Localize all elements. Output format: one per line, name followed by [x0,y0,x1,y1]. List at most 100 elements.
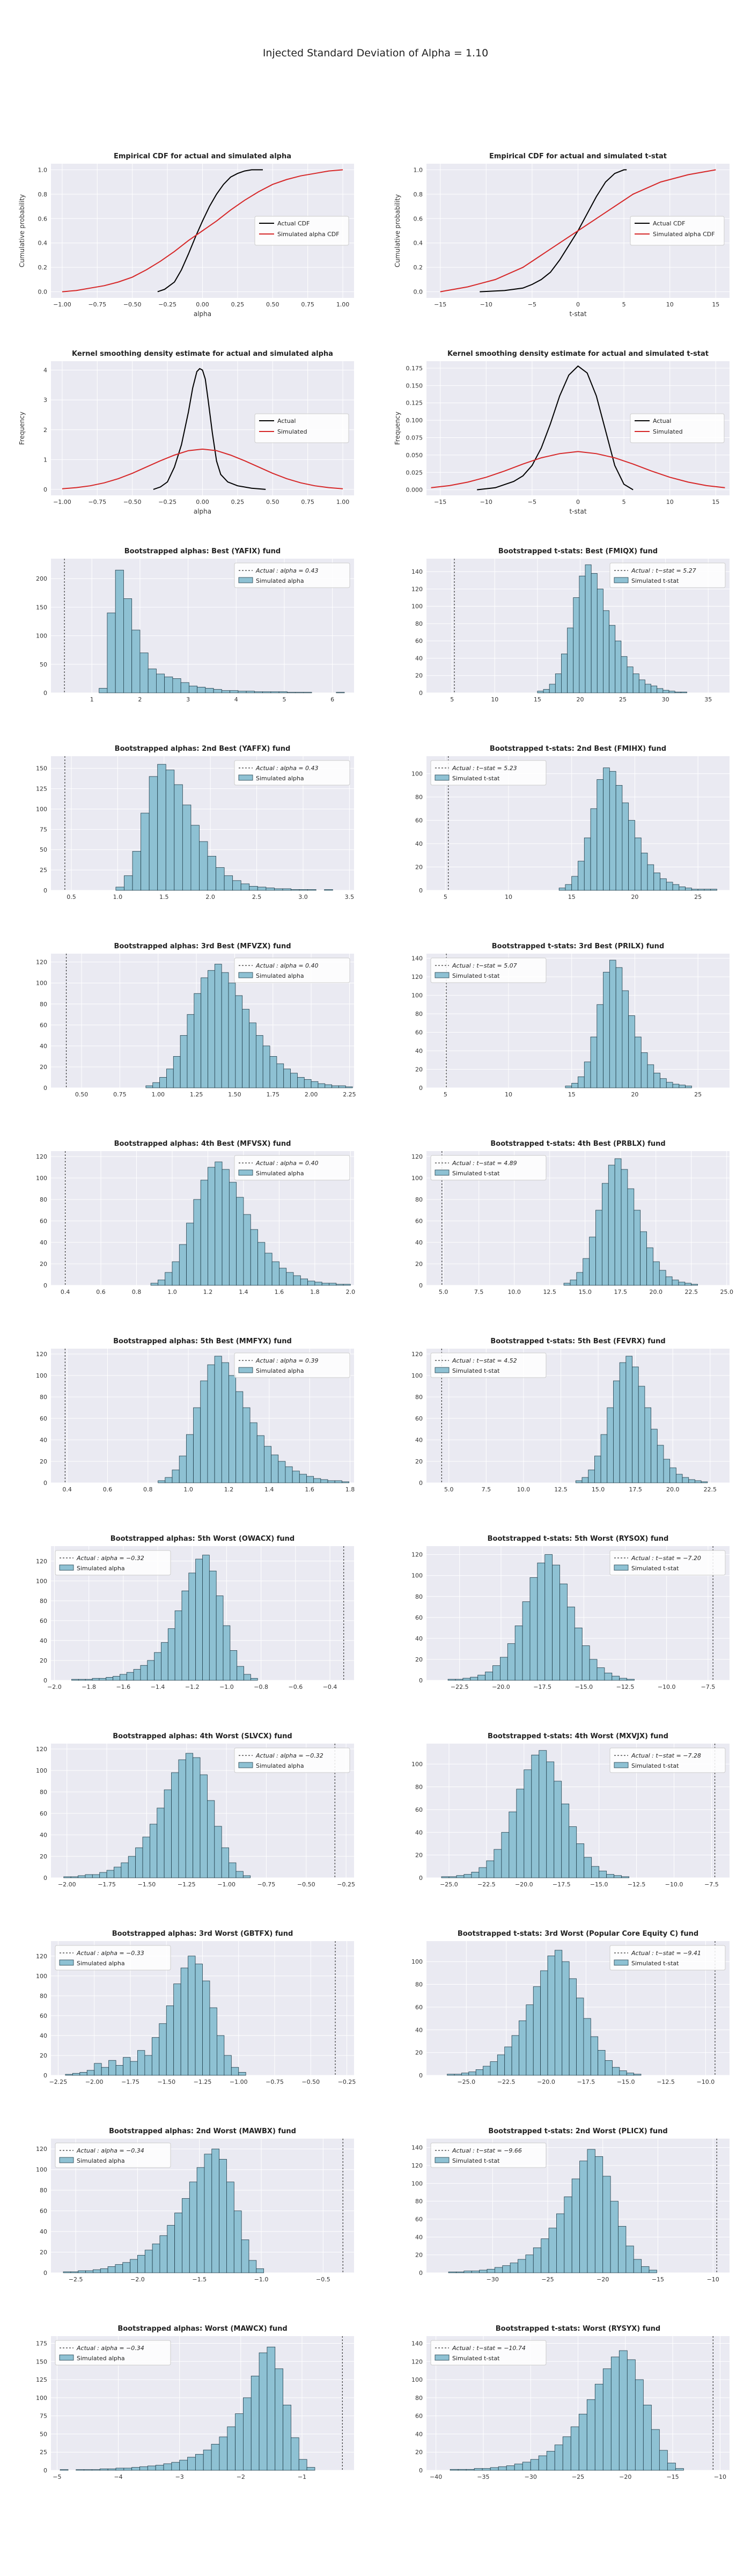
y-tick-label: 120 [411,1351,423,1358]
hist-bar [139,653,149,693]
hist-bar [609,960,616,1088]
hist-bar [524,1769,532,1878]
hist-bar [307,889,316,891]
hist-bar [479,2270,488,2273]
y-tick-label: 0.025 [406,469,423,476]
hist-bar [510,2263,518,2273]
legend-box [609,562,726,588]
hist-bar [320,1479,328,1483]
hist-bar [108,2060,116,2076]
series-line-2 [440,169,716,292]
hist-bar [158,1279,166,1286]
chart-panel-9: 0.50 0.75 1.00 1.25 1.50 1.75 2.00 2.25 0 20 40 60 8… [36,942,356,1098]
hist-bar [565,1086,572,1088]
hist-bar [575,1480,583,1483]
hist-bar [243,1214,251,1286]
x-tick-label: 15 [534,696,541,703]
legend-label: Actual CDF [653,220,685,227]
hist-bar [612,2067,620,2076]
hist-bar [643,2404,652,2471]
chart-title: Bootstrapped alphas: Worst (MAWCX) fund [117,2325,287,2333]
y-tick-label: 100 [411,1761,423,1768]
hist-bar [211,2443,220,2471]
hist-bar [674,691,681,693]
x-tick-label: 0 [576,301,580,308]
hist-bar [166,1069,174,1088]
series-line-1 [153,368,266,490]
hist-bar [194,993,202,1088]
x-tick-label: 1.00 [336,301,350,308]
hist-bar [235,995,243,1088]
y-tick-label: 60 [415,2216,423,2223]
hist-bar [124,875,133,891]
legend: Actual : t−stat = −9.41 Simulated t-stat [609,1945,726,1971]
hist-bar [78,1875,86,1878]
legend: Actual : alpha = 0.39 Simulated alpha [234,1352,350,1378]
hist-bar [332,1085,339,1088]
hist-bar [137,2050,145,2076]
x-tick-label: 0.50 [266,301,279,308]
y-tick-label: 100 [36,2167,47,2174]
x-tick-label: −15 [434,301,446,308]
hist-bar [164,1789,172,1878]
hist-bar [591,573,598,693]
hist-bar [285,1466,293,1483]
y-axis-label: Cumulative probability [18,194,26,267]
legend: Actual : t−stat = −7.20 Simulated t-stat [609,1550,726,1576]
hist-bar [303,692,312,693]
hist-bar [571,876,578,891]
hist-bar [201,977,208,1088]
hist-bar [483,2066,491,2076]
legend: Actual : t−stat = −10.74 Simulated t-stat [430,2340,547,2366]
y-tick-label: 40 [415,1048,423,1055]
chart-panel-6: 5 10 15 20 25 30 35 0 20 40 60 80 100 120 140 Bootstrap… [411,547,730,703]
hist-bar [578,1076,585,1088]
legend: Actual : alpha = −0.32 Simulated alpha [55,1550,171,1576]
x-tick-label: 0.8 [143,1486,153,1493]
hist-bar [202,1555,210,1681]
chart-title: Bootstrapped alphas: 4th Best (MFVSX) fu… [114,1140,291,1148]
chart-panel-13: 0.4 0.6 0.8 1.0 1.2 1.4 1.6 1.8 0 20 40 60 80 100 120 B… [36,1337,355,1493]
hist-bar [254,691,263,693]
hist-bar [147,2465,156,2471]
hist-bar [187,1014,195,1088]
hist-bar [295,692,304,693]
x-tick-label: 5 [450,696,454,703]
hist-bar [540,1970,548,2076]
legend-box [430,1352,547,1378]
hist-bar [605,2060,613,2076]
hist-bar [159,1077,167,1088]
hist-bar [607,1407,614,1483]
x-tick-label: −1.00 [53,499,71,506]
hist-bar [644,1407,652,1483]
hist-bar [680,691,687,693]
legend-label: Actual : alpha = −0.34 [76,2345,144,2352]
hist-bar [504,2046,512,2076]
figure-title: Injected Standard Deviation of Alpha = 1… [262,47,489,59]
legend-box [430,2142,547,2168]
chart-title: Bootstrapped alphas: 2nd Worst (MAWBX) f… [109,2127,296,2135]
legend-box [234,760,350,786]
y-tick-label: 40 [415,840,423,847]
hist-bar [157,1807,165,1878]
hist-bar [678,1282,686,1286]
hist-bar [602,2176,611,2273]
chart-title: Bootstrapped alphas: 3rd Best (MFVZX) fu… [114,942,291,950]
hist-bar [235,1871,244,1878]
hist-bar [499,1657,508,1681]
x-tick-label: −0.75 [257,1881,276,1888]
x-tick-label: 3 [186,696,190,703]
legend-box [254,413,349,443]
legend-swatch [614,1564,629,1571]
hist-bar [214,964,222,1088]
hist-bar [498,2466,507,2471]
y-tick-label: 60 [40,1415,47,1422]
legend-box [55,1550,171,1576]
hist-bar [156,674,165,693]
hist-bar [271,1454,279,1483]
y-tick-label: 100 [411,992,423,999]
x-tick-label: 1.8 [345,1486,355,1493]
y-tick-label: 0 [43,2270,47,2277]
x-tick-label: −25 [541,2276,554,2283]
chart-panel-16: −22.5 −20.0 −17.5 −15.0 −12.5 −10.0 −7.5 0 20 40 6… [411,1535,730,1690]
